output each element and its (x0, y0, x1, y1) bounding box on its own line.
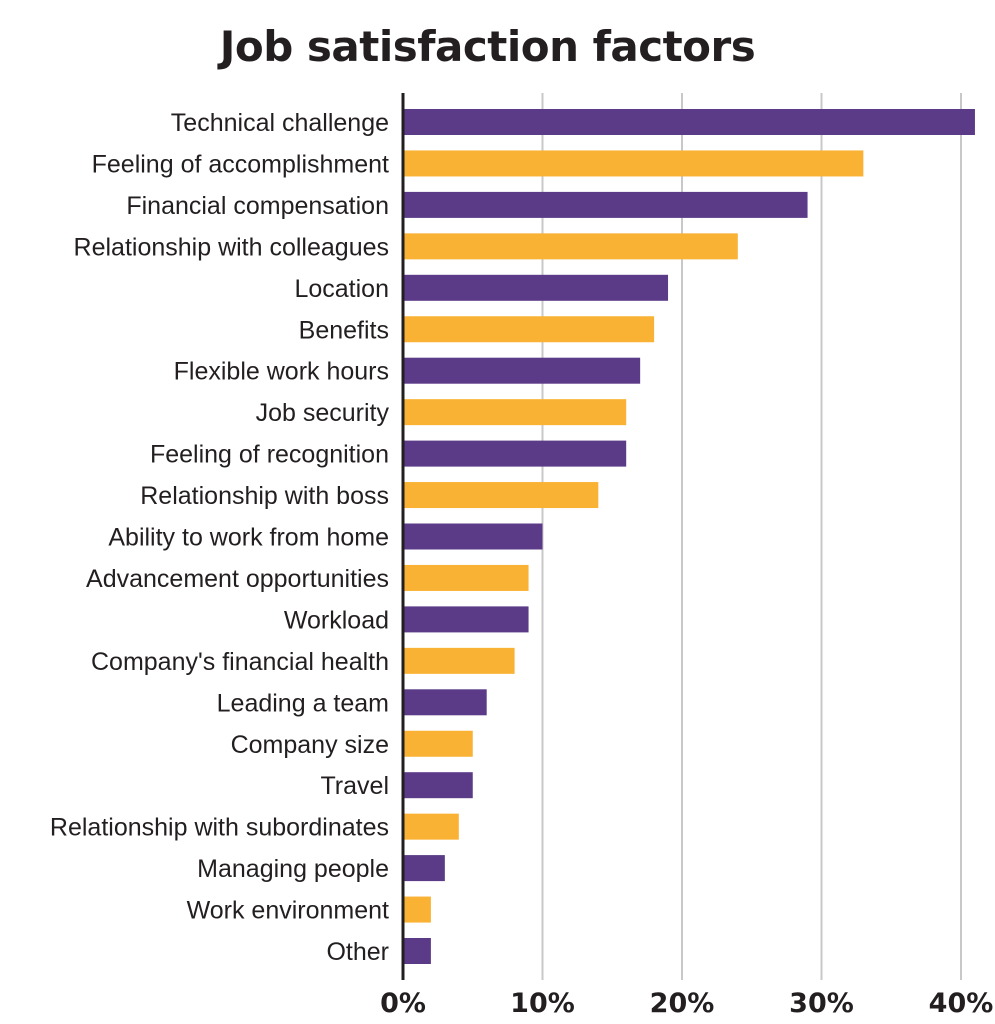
category-label: Relationship with colleagues (74, 233, 389, 261)
bar (403, 772, 473, 799)
x-tick-label: 20% (650, 988, 715, 1019)
bar (403, 730, 473, 757)
bar (403, 191, 808, 218)
bar (403, 109, 975, 135)
category-label: Technical challenge (171, 109, 389, 137)
x-tick-label: 0% (380, 988, 426, 1019)
category-label: Benefits (299, 316, 389, 344)
category-label: Ability to work from home (108, 524, 389, 552)
bar (403, 855, 445, 882)
bar (403, 399, 627, 426)
category-label: Company size (231, 731, 389, 759)
x-tick-label: 30% (789, 988, 854, 1019)
category-label: Feeling of accomplishment (92, 150, 389, 178)
category-label: Other (326, 938, 389, 966)
bar (403, 274, 669, 301)
category-label: Leading a team (217, 689, 389, 717)
x-tick-label: 10% (510, 988, 575, 1019)
category-label: Feeling of recognition (150, 441, 389, 469)
category-label: Work environment (187, 897, 389, 925)
x-tick-label: 40% (929, 988, 994, 1019)
category-label: Workload (284, 606, 389, 634)
bar (403, 564, 529, 591)
bar (403, 606, 529, 633)
category-label: Managing people (197, 855, 389, 883)
bar (403, 896, 431, 923)
category-labels: Technical challenge Feeling of accomplish… (50, 109, 390, 966)
bar (403, 150, 864, 177)
bar (403, 233, 738, 260)
category-label: Company's financial health (91, 648, 389, 676)
category-label: Location (294, 275, 389, 303)
bar (403, 689, 487, 716)
bar (403, 440, 627, 467)
category-label: Job security (256, 399, 390, 427)
category-label: Travel (320, 772, 389, 800)
category-label: Relationship with subordinates (50, 814, 389, 842)
bar (403, 316, 655, 343)
x-axis-ticks: 0% 10% 20% 30% 40% (380, 988, 993, 1019)
category-label: Flexible work hours (174, 358, 389, 386)
chart-title: Job satisfaction factors (219, 22, 756, 71)
category-label: Financial compensation (126, 192, 389, 220)
category-label: Relationship with boss (140, 482, 389, 510)
bar (403, 647, 515, 674)
gridlines (541, 93, 962, 980)
bar (403, 523, 543, 550)
bar (403, 813, 459, 840)
bar (403, 482, 599, 509)
bar (403, 357, 641, 384)
bars (403, 109, 975, 964)
bar (403, 938, 431, 964)
category-label: Advancement opportunities (86, 565, 389, 593)
